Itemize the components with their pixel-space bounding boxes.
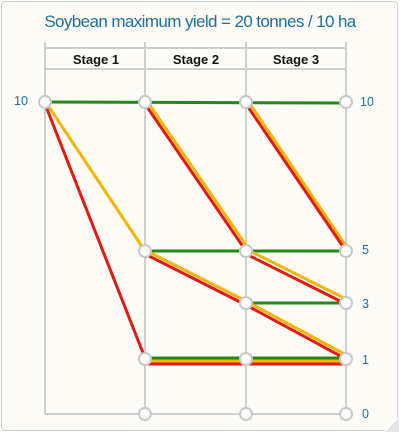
stage-1-header: Stage 1 <box>72 52 120 67</box>
node-s3-1 <box>339 352 353 366</box>
nodes <box>38 95 353 421</box>
red-line-s3-low <box>244 303 348 361</box>
node-s3-10 <box>339 95 353 109</box>
node-s2-10 <box>239 95 253 109</box>
node-s2-1 <box>239 352 253 366</box>
node-s2-0 <box>239 407 253 421</box>
node-s3-0 <box>339 407 353 421</box>
node-s1-10 <box>138 95 152 109</box>
yellow-line-s2-top <box>145 99 250 250</box>
red-line-s1 <box>43 102 147 360</box>
yellow-line-s1 <box>45 102 147 253</box>
right-label-0: 0 <box>362 407 369 421</box>
red-line-s3-mid <box>244 252 348 306</box>
yellow-line-s3-low <box>244 299 350 358</box>
node-s1-1 <box>138 352 152 366</box>
node-s1-5 <box>138 244 152 258</box>
red-paths <box>43 102 348 366</box>
right-label-10: 10 <box>360 95 374 109</box>
yellow-line-s2-mid <box>145 249 248 303</box>
diagram-title: Soybean maximum yield = 20 tonnes / 10 h… <box>44 12 356 31</box>
yellow-line-s3-mid <box>246 248 350 302</box>
vertical-grid <box>44 104 347 414</box>
right-label-3: 3 <box>362 297 369 311</box>
right-label-5: 5 <box>362 243 369 257</box>
red-line-s2-mid <box>143 252 248 307</box>
red-line-s3-top <box>244 102 348 253</box>
node-s2-3 <box>239 296 253 310</box>
node-s0-10 <box>38 95 52 109</box>
stage-3-header: Stage 3 <box>272 52 320 67</box>
node-s3-3 <box>339 296 353 310</box>
right-label-1: 1 <box>362 353 369 367</box>
node-s2-5 <box>239 244 253 258</box>
green-line-top <box>43 100 348 105</box>
page-fold-corner <box>385 418 399 432</box>
header-frame <box>44 42 347 104</box>
red-line-s2-top <box>143 102 248 253</box>
yellow-line-s3-top <box>246 99 350 251</box>
stage-2-header: Stage 2 <box>172 52 220 67</box>
node-s1-0 <box>138 407 152 421</box>
green-paths <box>43 100 348 360</box>
yellow-paths <box>45 99 350 363</box>
left-label-10: 10 <box>14 94 28 108</box>
node-s3-5 <box>339 244 353 258</box>
